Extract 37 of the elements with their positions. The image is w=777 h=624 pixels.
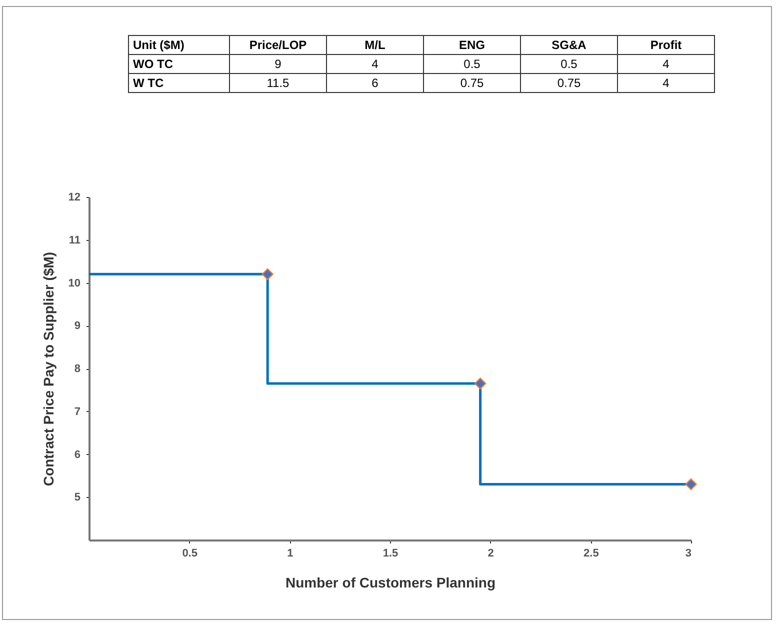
point	[474, 378, 486, 390]
text: Unit ($M)	[128, 36, 230, 54]
text: 0.75	[520, 74, 618, 92]
x-tick-label: 2.5	[584, 548, 599, 560]
y-tick-label: 9	[74, 320, 80, 332]
y-tick-label: 10	[68, 277, 80, 290]
text: Price/LOP	[230, 36, 326, 54]
x-tick-label: 3	[685, 548, 692, 560]
text: Profit	[618, 36, 714, 54]
text: 4	[618, 74, 714, 92]
text: W TC	[128, 74, 230, 92]
x-axis-title: Number of Customers Planning	[285, 574, 496, 590]
text: 0.5	[424, 54, 520, 74]
y-tick-label: 6	[74, 448, 80, 461]
x-tick-label: 1	[287, 548, 294, 560]
text: WO TC	[128, 54, 230, 74]
y-tick-label: 12	[68, 192, 80, 204]
text: 0.5	[520, 54, 618, 74]
y-tick-label: 5	[74, 492, 80, 504]
text: 4	[618, 54, 714, 74]
x-tick-label: 2	[488, 548, 494, 560]
text: 9	[230, 54, 326, 74]
text: 4	[326, 54, 424, 74]
text: M/L	[326, 36, 424, 54]
x-tick-label: 0.5	[182, 548, 198, 560]
x-tick-label: 1.5	[382, 548, 398, 560]
y-axis-title: Contract Price Pay to Supplier ($M)	[40, 252, 56, 486]
point	[685, 478, 697, 490]
text: SG&A	[520, 36, 618, 54]
y-tick-label: 8	[74, 363, 80, 375]
text: 0.75	[424, 74, 520, 92]
text: 11.5	[230, 74, 326, 92]
y-tick-label: 11	[68, 234, 80, 246]
text: ENG	[424, 36, 520, 54]
point	[262, 268, 274, 280]
y-tick-label: 7	[74, 406, 80, 418]
text: 6	[326, 74, 424, 92]
